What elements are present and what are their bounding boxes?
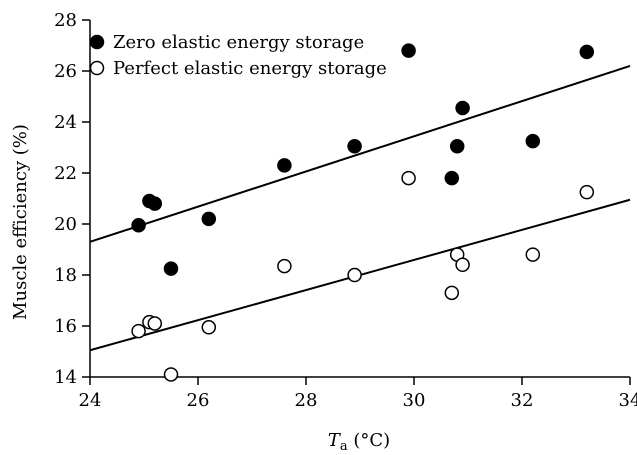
legend-marker-series-2 (89, 60, 105, 76)
x-tick-label: 32 (511, 390, 534, 411)
y-tick-label: 26 (54, 61, 77, 82)
legend-marker-series-1 (89, 34, 105, 50)
x-axis-label: Ta (°C) (328, 430, 390, 454)
point-zero-storage (401, 43, 416, 58)
point-zero-storage (163, 261, 179, 276)
y-ticks: 14 16 18 20 22 24 26 28 (54, 10, 90, 388)
y-tick-label: 14 (54, 367, 77, 388)
data-points (131, 43, 595, 382)
y-tick-label: 24 (54, 112, 77, 133)
legend-label-series-1: Zero elastic energy storage (113, 32, 364, 53)
x-tick-label: 30 (403, 390, 426, 411)
point-zero-storage (525, 133, 541, 149)
x-axis-label-unit: (°C) (348, 430, 391, 451)
y-tick-label: 22 (54, 163, 77, 184)
point-zero-storage (455, 100, 470, 116)
point-zero-storage (147, 196, 163, 211)
y-axis-label: Muscle efficiency (%) (10, 124, 31, 320)
point-perfect-storage (201, 320, 217, 335)
point-perfect-storage (347, 267, 362, 283)
legend: Zero elastic energy storage Perfect elast… (89, 32, 387, 79)
y-tick-label: 20 (54, 214, 77, 235)
y-tick-label: 28 (54, 10, 77, 31)
x-tick-label: 28 (295, 390, 318, 411)
axes (89, 20, 630, 378)
x-tick-label: 26 (187, 390, 210, 411)
point-perfect-storage (444, 285, 460, 301)
x-tick-label: 34 (619, 390, 637, 411)
point-perfect-storage (277, 258, 292, 274)
legend-label-series-2: Perfect elastic energy storage (113, 58, 387, 79)
y-tick-label: 16 (54, 316, 77, 337)
point-perfect-storage (147, 316, 163, 331)
point-perfect-storage (525, 247, 541, 262)
point-zero-storage (449, 138, 465, 154)
point-zero-storage (131, 218, 146, 233)
x-tick-label: 24 (79, 390, 102, 411)
point-zero-storage (347, 138, 362, 154)
x-axis-label-subscript: a (340, 439, 348, 454)
point-zero-storage (201, 211, 217, 227)
point-perfect-storage (579, 184, 595, 200)
x-ticks: 24 26 28 30 32 34 (79, 377, 637, 411)
point-perfect-storage (401, 170, 416, 186)
point-perfect-storage (131, 323, 146, 339)
point-zero-storage (444, 170, 460, 186)
point-zero-storage (579, 44, 595, 60)
point-perfect-storage (163, 367, 179, 382)
y-tick-label: 18 (54, 265, 77, 286)
fit-line-series-1 (89, 64, 631, 243)
fit-lines (89, 64, 631, 352)
x-axis-label-main: T (328, 430, 342, 451)
point-zero-storage (277, 158, 292, 173)
point-perfect-storage (455, 257, 470, 273)
